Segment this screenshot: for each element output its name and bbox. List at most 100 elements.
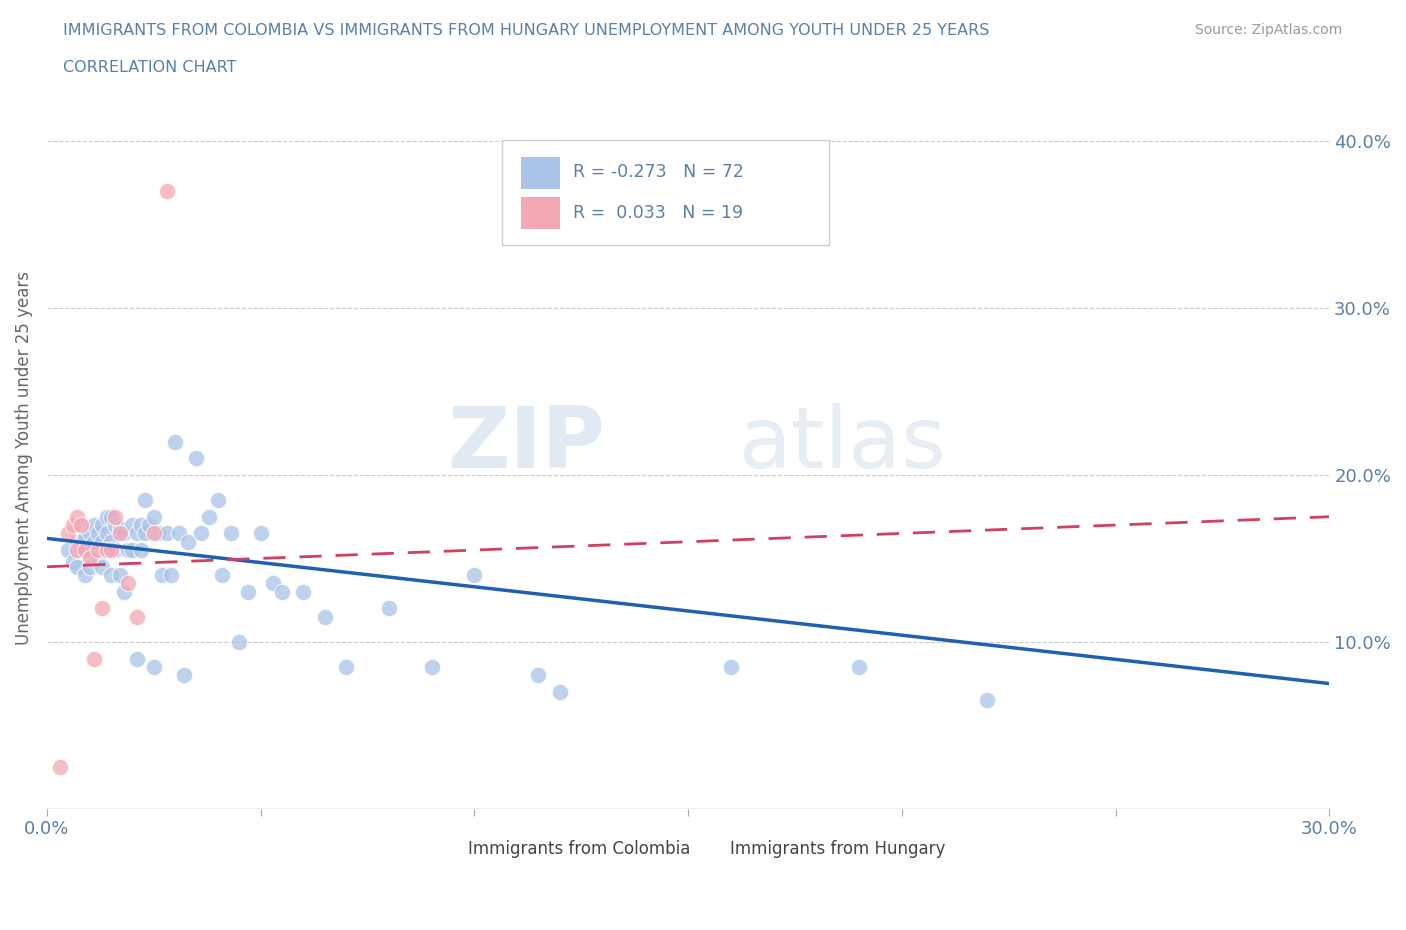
Bar bbox=[522, 197, 560, 229]
Point bbox=[125, 651, 148, 666]
Point bbox=[720, 659, 742, 674]
Point bbox=[100, 567, 122, 582]
Point bbox=[108, 521, 131, 536]
Point bbox=[134, 493, 156, 508]
Point bbox=[271, 584, 294, 599]
Text: atlas: atlas bbox=[740, 403, 948, 485]
Point bbox=[121, 542, 143, 557]
Point bbox=[100, 510, 122, 525]
Point bbox=[104, 510, 127, 525]
Point bbox=[58, 526, 80, 541]
Text: Immigrants from Hungary: Immigrants from Hungary bbox=[730, 841, 946, 858]
Point bbox=[66, 510, 89, 525]
Point bbox=[292, 584, 315, 599]
Point bbox=[142, 510, 165, 525]
Point bbox=[108, 567, 131, 582]
Point bbox=[155, 184, 177, 199]
Point bbox=[219, 526, 242, 541]
Point bbox=[548, 684, 571, 699]
Point bbox=[96, 526, 118, 541]
Point bbox=[91, 535, 114, 550]
Point bbox=[100, 542, 122, 557]
Point bbox=[91, 559, 114, 574]
Point bbox=[83, 535, 105, 550]
Point bbox=[420, 659, 443, 674]
Point bbox=[104, 542, 127, 557]
Point bbox=[83, 518, 105, 533]
Point bbox=[117, 576, 139, 591]
Point bbox=[160, 567, 183, 582]
Bar bbox=[432, 836, 460, 863]
Point bbox=[177, 535, 200, 550]
Point bbox=[335, 659, 357, 674]
Point bbox=[79, 542, 101, 557]
Point bbox=[976, 693, 998, 708]
Bar bbox=[695, 836, 723, 863]
Point bbox=[96, 542, 118, 557]
Point bbox=[142, 659, 165, 674]
Point bbox=[75, 542, 97, 557]
Point bbox=[100, 535, 122, 550]
Point bbox=[207, 493, 229, 508]
Point bbox=[155, 526, 177, 541]
Point bbox=[79, 551, 101, 565]
Point bbox=[112, 584, 135, 599]
Point bbox=[87, 551, 110, 565]
Text: Immigrants from Colombia: Immigrants from Colombia bbox=[468, 841, 690, 858]
Point bbox=[146, 526, 169, 541]
Bar bbox=[522, 157, 560, 189]
Point bbox=[169, 526, 191, 541]
Point bbox=[70, 542, 93, 557]
Point bbox=[463, 567, 485, 582]
Point bbox=[87, 542, 110, 557]
Y-axis label: Unemployment Among Youth under 25 years: Unemployment Among Youth under 25 years bbox=[15, 272, 32, 645]
Point bbox=[142, 526, 165, 541]
Point bbox=[378, 601, 401, 616]
Text: R = -0.273   N = 72: R = -0.273 N = 72 bbox=[572, 164, 744, 181]
Point bbox=[112, 526, 135, 541]
Point bbox=[96, 510, 118, 525]
Point bbox=[96, 542, 118, 557]
Text: R =  0.033   N = 19: R = 0.033 N = 19 bbox=[572, 204, 742, 222]
Point bbox=[228, 634, 250, 649]
Point bbox=[198, 510, 221, 525]
Point bbox=[125, 526, 148, 541]
Point bbox=[66, 542, 89, 557]
Text: Source: ZipAtlas.com: Source: ZipAtlas.com bbox=[1195, 23, 1343, 37]
Point bbox=[108, 526, 131, 541]
Point bbox=[79, 526, 101, 541]
Point bbox=[211, 567, 233, 582]
Point bbox=[186, 451, 208, 466]
Point bbox=[58, 542, 80, 557]
Point bbox=[173, 668, 195, 683]
Point bbox=[262, 576, 284, 591]
Point bbox=[129, 518, 152, 533]
Point bbox=[121, 518, 143, 533]
Point bbox=[87, 526, 110, 541]
Point bbox=[83, 651, 105, 666]
Point bbox=[66, 535, 89, 550]
Point bbox=[70, 518, 93, 533]
Point bbox=[190, 526, 212, 541]
Point bbox=[62, 518, 84, 533]
Text: IMMIGRANTS FROM COLOMBIA VS IMMIGRANTS FROM HUNGARY UNEMPLOYMENT AMONG YOUTH UND: IMMIGRANTS FROM COLOMBIA VS IMMIGRANTS F… bbox=[63, 23, 990, 38]
Point bbox=[91, 518, 114, 533]
Point bbox=[79, 559, 101, 574]
Point bbox=[91, 601, 114, 616]
Point bbox=[66, 559, 89, 574]
Point bbox=[165, 434, 187, 449]
Point bbox=[75, 567, 97, 582]
FancyBboxPatch shape bbox=[502, 140, 830, 245]
Point bbox=[104, 518, 127, 533]
Point bbox=[129, 542, 152, 557]
Point bbox=[527, 668, 550, 683]
Point bbox=[134, 526, 156, 541]
Point bbox=[249, 526, 271, 541]
Point bbox=[48, 760, 70, 775]
Point bbox=[125, 609, 148, 624]
Point bbox=[75, 531, 97, 546]
Point bbox=[314, 609, 336, 624]
Point bbox=[138, 518, 160, 533]
Point bbox=[150, 567, 173, 582]
Point bbox=[117, 542, 139, 557]
